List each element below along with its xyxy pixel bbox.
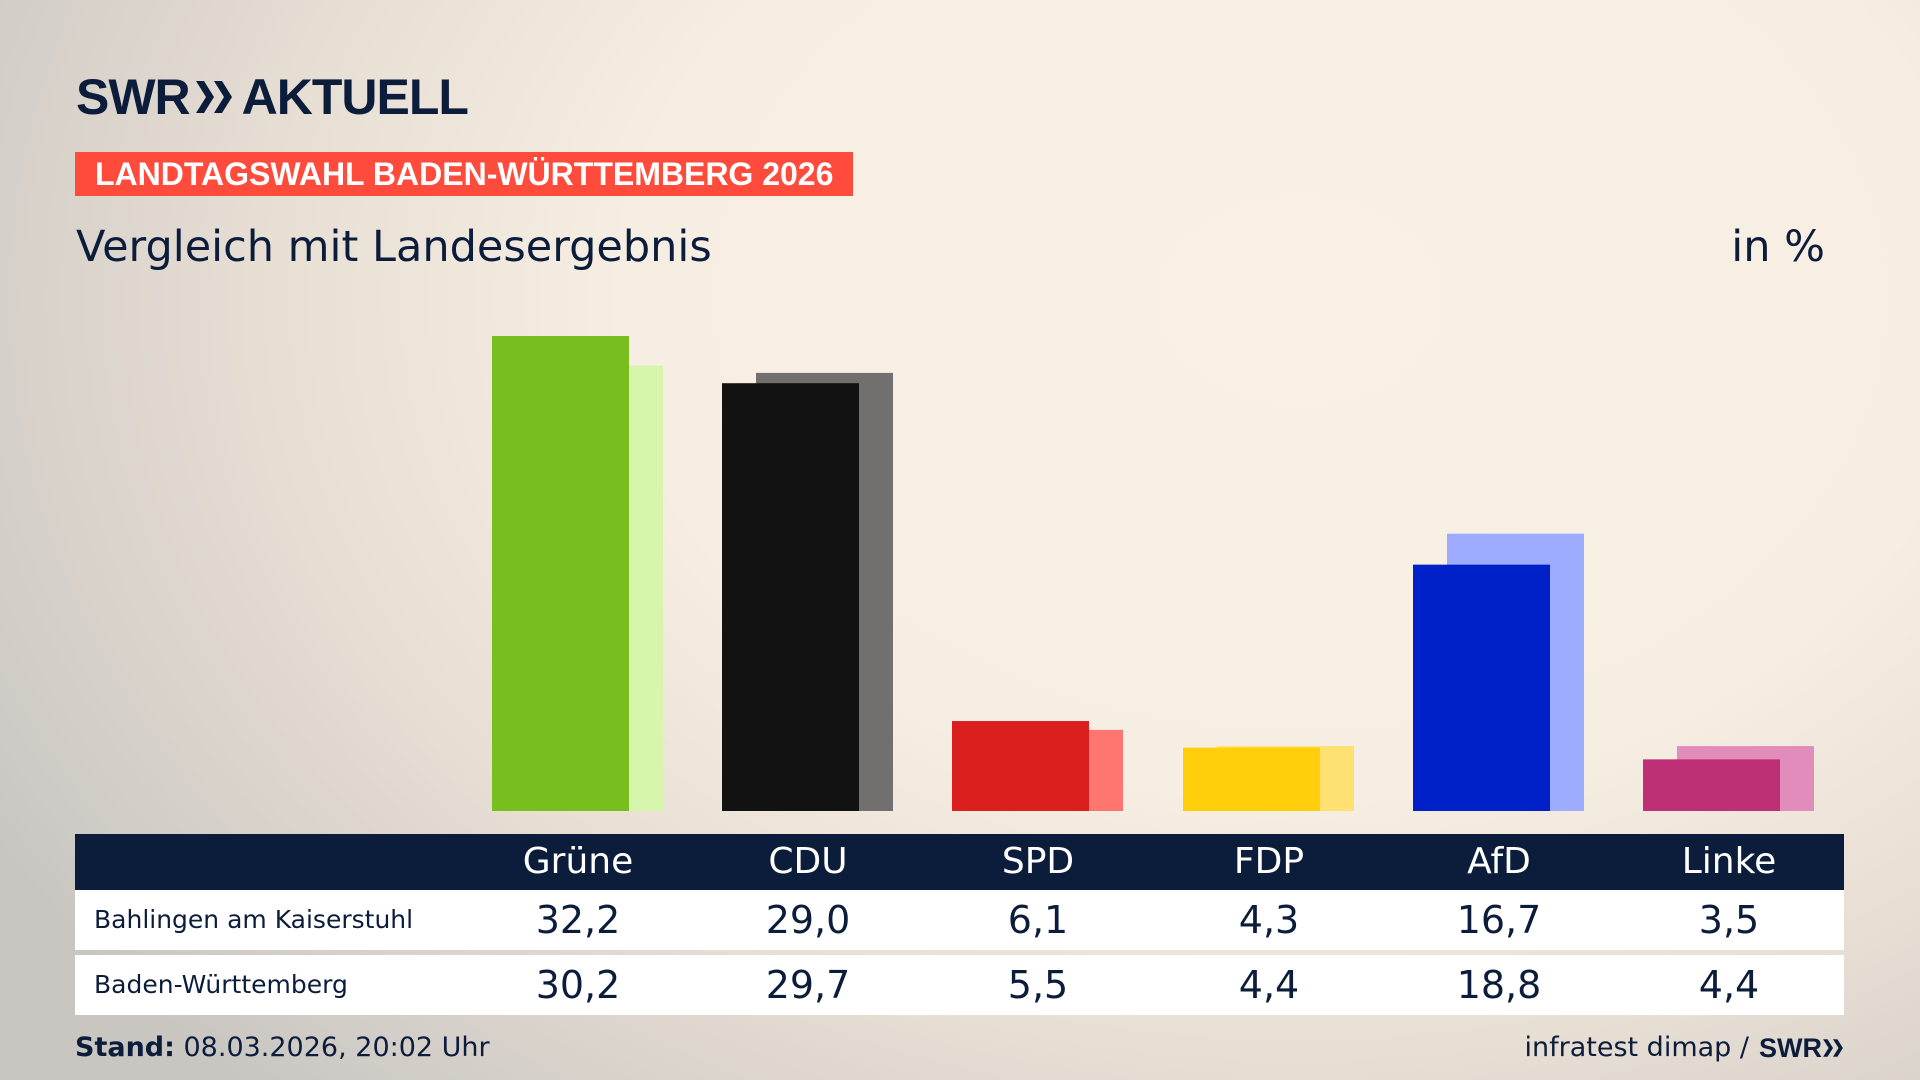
timestamp: Stand: 08.03.2026, 20:02 Uhr	[75, 1030, 490, 1066]
bar-local-spd	[952, 721, 1089, 811]
swr-aktuell-logo: SWR AKTUELL	[76, 68, 469, 126]
row-label: Bahlingen am Kaiserstuhl	[94, 905, 414, 934]
chevrons-icon	[195, 81, 232, 113]
value-cell: 4,4	[1238, 963, 1300, 1007]
column-header: FDP	[1233, 841, 1305, 882]
swr-logo: SWR	[1759, 1030, 1844, 1066]
chevrons-icon	[1823, 1039, 1843, 1057]
table-row: Baden-Württemberg 30,2 29,7 5,5 4,4 18,8 4,4	[75, 955, 1844, 1015]
bar-local-afd	[1413, 564, 1550, 811]
bar-local-grüne	[492, 336, 629, 811]
stand-value: 08.03.2026, 20:02 Uhr	[174, 1032, 490, 1063]
results-table: Grüne CDU SPD FDP AfD Linke Bahlingen am Kais…	[75, 834, 1844, 1015]
value-cell: 3,5	[1698, 898, 1760, 942]
value-cell: 5,5	[1007, 963, 1069, 1007]
logo-word: AKTUELL	[241, 69, 469, 125]
value-cell: 4,3	[1238, 898, 1300, 942]
value-cell: 18,8	[1456, 963, 1542, 1007]
column-header: Linke	[1681, 841, 1777, 882]
value-cell: 6,1	[1007, 898, 1069, 942]
value-cell: 4,4	[1698, 963, 1760, 1007]
chart-subtitle: Vergleich mit Landesergebnis	[76, 222, 712, 272]
table-row: Bahlingen am Kaiserstuhl 32,2 29,0 6,1 4,3 16…	[75, 890, 1844, 950]
value-cell: 16,7	[1456, 898, 1542, 942]
value-cell: 29,0	[765, 898, 851, 942]
bar-local-linke	[1643, 759, 1780, 811]
stand-label: Stand:	[75, 1032, 175, 1063]
swr-logo-text: SWR	[1759, 1033, 1822, 1063]
logo-brand: SWR	[76, 69, 191, 125]
column-header: CDU	[768, 841, 848, 882]
value-cell: 29,7	[765, 963, 851, 1007]
bar-local-fdp	[1183, 747, 1320, 811]
value-cell: 32,2	[535, 898, 621, 942]
election-banner: LANDTAGSWAHL BADEN-WÜRTTEMBERG 2026	[75, 152, 854, 196]
unit-label: in %	[1731, 222, 1825, 272]
column-header: AfD	[1467, 841, 1531, 882]
table-header: Grüne CDU SPD FDP AfD Linke	[75, 834, 1844, 890]
source-text: infratest dimap /	[1524, 1032, 1749, 1063]
row-label: Baden-Württemberg	[94, 970, 348, 999]
bar-chart	[492, 336, 1814, 811]
source: infratest dimap / SWR	[1524, 1030, 1844, 1066]
column-header: SPD	[1001, 841, 1075, 882]
value-cell: 30,2	[535, 963, 621, 1007]
bar-local-cdu	[722, 383, 859, 811]
column-header: Grüne	[522, 841, 634, 882]
